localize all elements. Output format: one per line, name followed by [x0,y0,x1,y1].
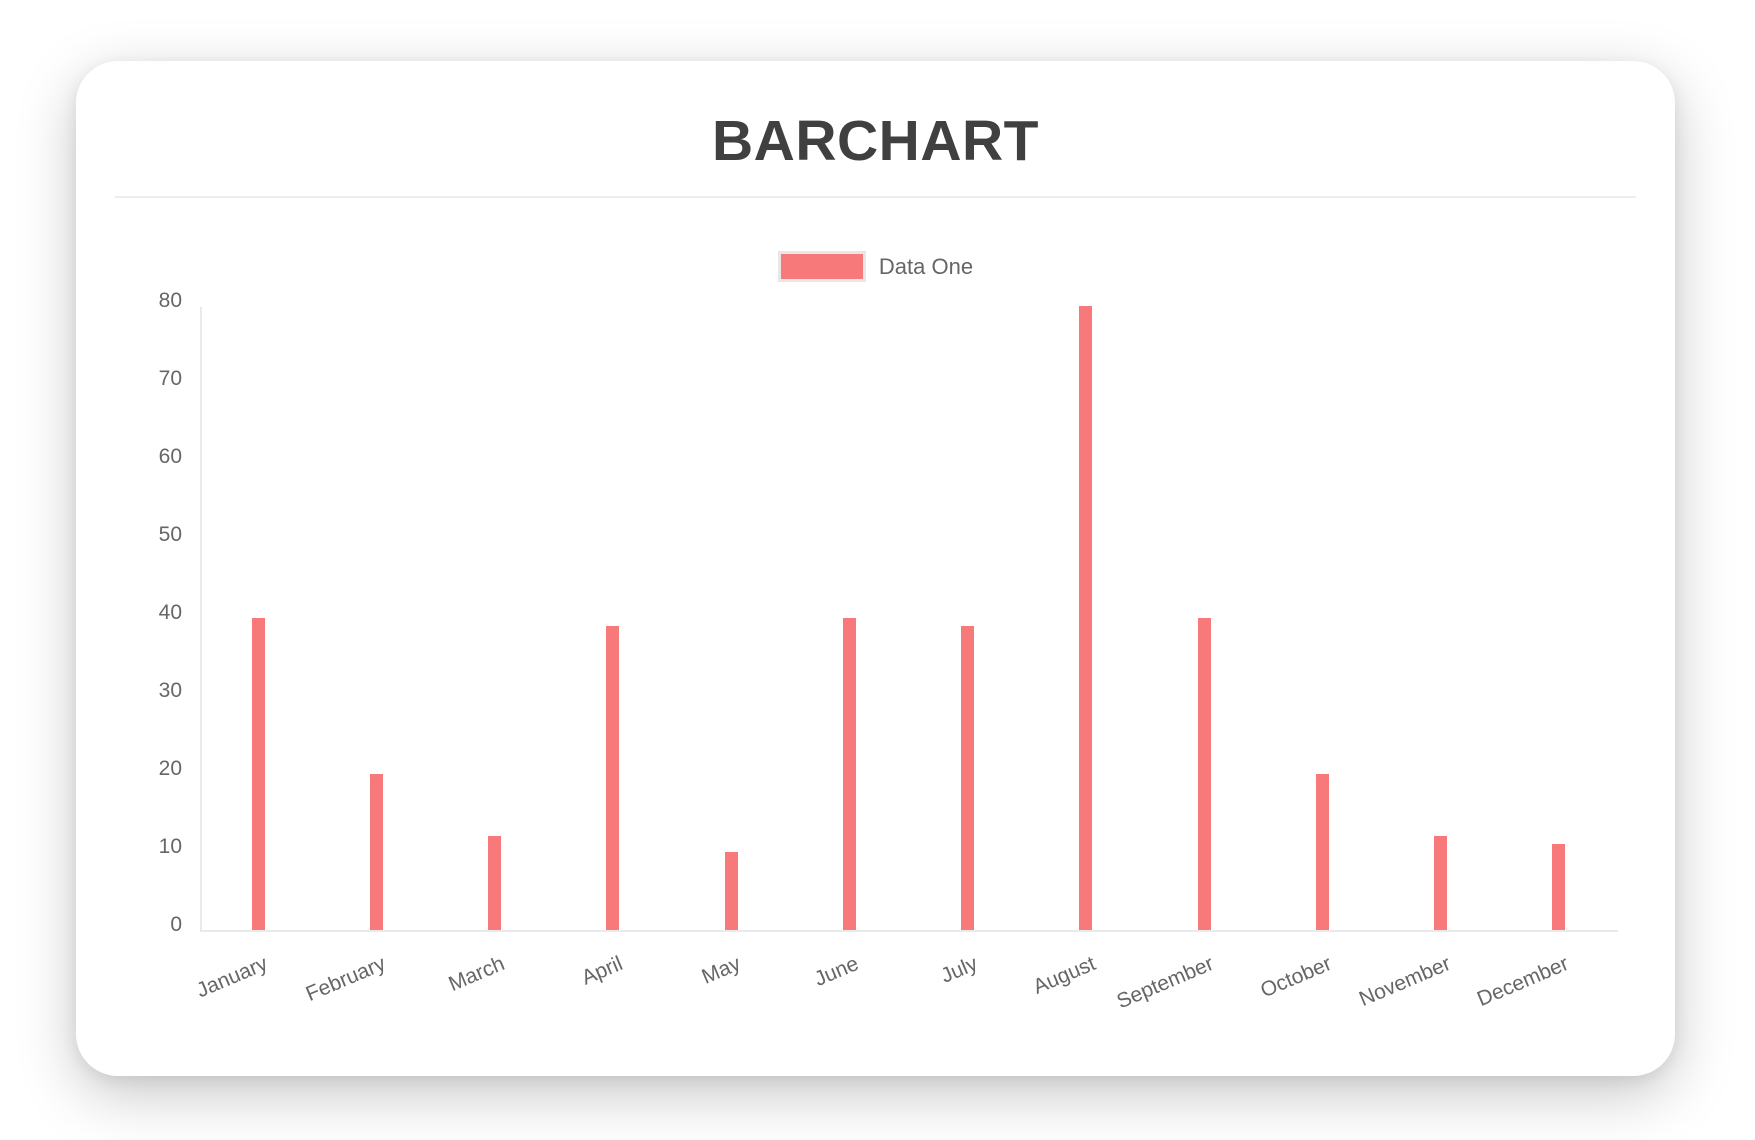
x-tick-label-june: June [811,952,863,991]
y-tick-label-80: 80 [158,289,182,312]
x-tick-label-december: December [1473,952,1572,1012]
x-tick-label-september: September [1113,952,1217,1014]
bar-september[interactable] [1198,618,1211,930]
y-tick-label-50: 50 [158,523,182,546]
x-tick-label-october: October [1257,952,1336,1003]
y-tick-label-60: 60 [158,445,182,468]
y-tick-label-40: 40 [158,601,182,624]
x-tick-label-january: January [193,952,271,1003]
bar-november[interactable] [1434,836,1447,930]
y-tick-label-10: 10 [158,835,182,858]
x-tick-label-february: February [302,952,390,1007]
bar-december[interactable] [1552,844,1565,930]
bar-february[interactable] [370,774,383,930]
legend-item-data-one[interactable]: Data One [777,251,974,282]
bar-january[interactable] [252,618,265,930]
title-divider [115,196,1636,198]
legend-swatch [777,251,866,282]
bar-april[interactable] [606,626,619,930]
y-axis-line [200,307,202,932]
y-tick-label-30: 30 [158,679,182,702]
legend: Data One [76,251,1675,282]
bar-march[interactable] [488,836,501,930]
bar-august[interactable] [1079,306,1092,930]
chart-card: BARCHART Data One 0 10 20 30 40 50 60 70 80 Janua… [76,61,1675,1076]
bar-july[interactable] [961,626,974,930]
x-tick-label-march: March [444,952,508,996]
x-tick-label-may: May [698,952,744,989]
bar-june[interactable] [843,618,856,930]
y-tick-label-0: 0 [170,913,182,936]
chart-title: BARCHART [712,109,1039,173]
x-tick-label-july: July [937,952,981,988]
legend-label: Data One [878,253,974,279]
x-tick-label-april: April [578,952,626,990]
bar-october[interactable] [1316,774,1329,930]
y-tick-label-70: 70 [158,367,182,390]
x-tick-label-november: November [1355,952,1454,1012]
x-tick-label-august: August [1029,952,1099,999]
y-tick-label-20: 20 [158,757,182,780]
x-axis-line [200,930,1618,932]
bar-chart-plot: 0 10 20 30 40 50 60 70 80 January February March Apr… [76,61,1675,1076]
bar-may[interactable] [725,852,738,930]
